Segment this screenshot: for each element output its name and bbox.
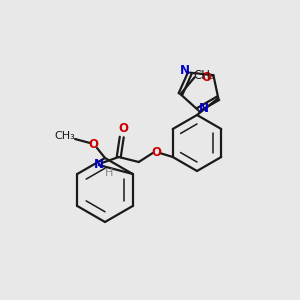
Text: O: O	[152, 146, 162, 158]
Text: CH₃: CH₃	[55, 131, 75, 141]
Text: N: N	[180, 64, 190, 77]
Text: O: O	[88, 137, 98, 151]
Text: N: N	[199, 102, 209, 116]
Text: N: N	[94, 158, 104, 172]
Text: CH₃: CH₃	[194, 69, 215, 82]
Text: O: O	[201, 70, 212, 84]
Text: H: H	[105, 168, 113, 178]
Text: O: O	[119, 122, 129, 134]
